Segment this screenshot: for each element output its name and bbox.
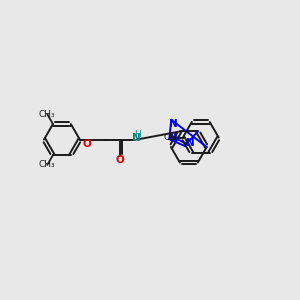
Text: CH₃: CH₃ — [39, 160, 56, 169]
Text: O: O — [116, 155, 124, 166]
Text: H: H — [134, 130, 141, 139]
Text: N: N — [169, 119, 178, 129]
Text: N: N — [186, 138, 194, 148]
Text: N: N — [169, 133, 178, 142]
Text: CH₃: CH₃ — [39, 110, 56, 119]
Text: O: O — [82, 139, 91, 149]
Text: CH₃: CH₃ — [163, 133, 180, 142]
Text: N: N — [132, 134, 140, 143]
